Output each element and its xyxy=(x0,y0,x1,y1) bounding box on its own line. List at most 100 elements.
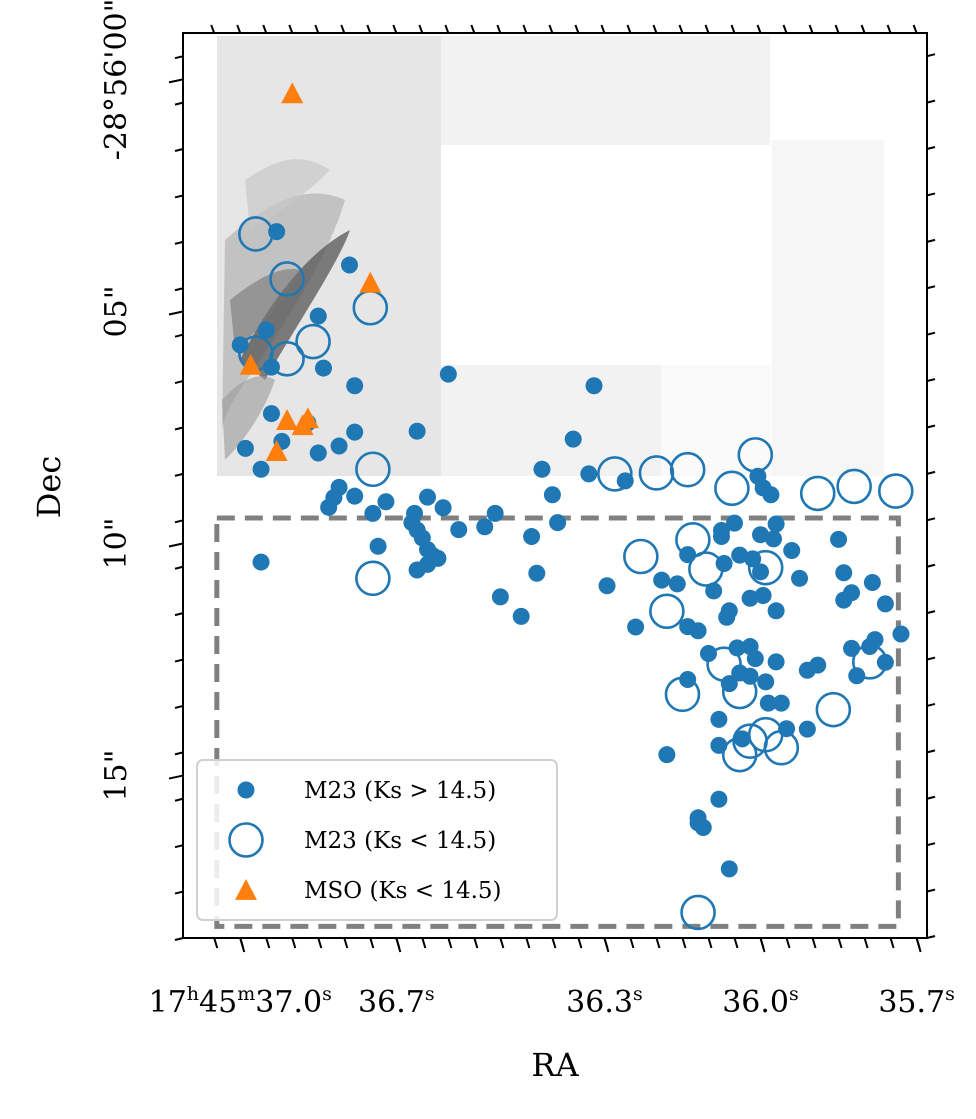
m23-faint-point xyxy=(767,653,785,671)
x-minor-tick xyxy=(707,937,713,949)
x-major-tick xyxy=(915,937,922,953)
x-minor-tick-top xyxy=(834,24,840,34)
m23-bright-point xyxy=(815,691,852,728)
m23-faint-point xyxy=(543,486,561,504)
m23-faint-point xyxy=(616,472,634,490)
m23-bright-point xyxy=(238,216,274,252)
m23-faint-point xyxy=(406,504,424,522)
y-minor-tick xyxy=(174,333,184,338)
y-minor-tick xyxy=(174,148,184,152)
m23-faint-point xyxy=(866,631,884,649)
legend-label: M23 (Ks > 14.5) xyxy=(304,778,496,804)
m23-faint-point xyxy=(835,564,853,582)
m23-faint-point xyxy=(848,667,866,685)
m23-bright-point xyxy=(623,538,659,575)
y-major-tick xyxy=(168,78,184,84)
m23-faint-point xyxy=(746,650,764,668)
m23-faint-point xyxy=(627,618,645,636)
x-minor-tick-top xyxy=(574,24,580,34)
m23-faint-point xyxy=(476,518,494,536)
x-major-tick xyxy=(603,937,610,953)
m23-faint-point xyxy=(309,307,327,325)
y-minor-tick-right xyxy=(926,285,936,290)
m23-faint-point xyxy=(252,460,270,478)
m23-faint-point xyxy=(705,582,723,600)
x-major-tick xyxy=(239,937,246,953)
x-axis-label: RA xyxy=(531,1046,579,1084)
m23-bright-point xyxy=(669,451,706,488)
m23-faint-point xyxy=(413,529,431,547)
x-minor-tick-top xyxy=(782,24,788,34)
y-minor-tick xyxy=(174,658,184,663)
y-minor-tick xyxy=(174,194,184,199)
legend-label: M23 (Ks < 14.5) xyxy=(304,828,496,854)
m23-bright-point xyxy=(680,894,716,931)
y-major-tick xyxy=(168,774,184,780)
x-minor-tick-top xyxy=(522,24,528,34)
x-minor-tick xyxy=(551,937,557,949)
x-minor-tick-top xyxy=(808,24,814,34)
x-minor-tick-top xyxy=(418,24,424,34)
x-minor-tick-top xyxy=(340,24,346,34)
x-minor-tick xyxy=(473,937,479,949)
m23-faint-point xyxy=(346,377,364,395)
mso-point xyxy=(239,353,262,375)
m23-faint-point xyxy=(236,439,254,457)
m23-faint-point xyxy=(699,645,717,663)
x-minor-tick-top xyxy=(626,24,632,34)
m23-bright-point xyxy=(649,593,685,630)
y-minor-tick-right xyxy=(926,470,936,475)
m23-faint-point xyxy=(486,504,504,522)
m23-bright-point xyxy=(675,521,711,558)
y-minor-tick-right xyxy=(926,749,936,754)
y-minor-tick xyxy=(174,101,184,106)
m23-bright-point xyxy=(714,470,750,507)
x-minor-tick xyxy=(863,937,869,949)
m23-bright-point xyxy=(706,646,742,682)
x-minor-tick xyxy=(525,937,531,949)
legend-marker xyxy=(237,781,255,799)
y-minor-tick xyxy=(174,704,184,709)
x-minor-tick xyxy=(577,937,583,949)
m23-faint-point xyxy=(772,694,790,712)
m23-bright-point xyxy=(664,676,701,713)
m23-faint-point xyxy=(843,584,861,602)
y-minor-tick-right xyxy=(926,563,936,568)
x-tick-label: 36.0s xyxy=(722,983,799,1020)
y-minor-tick-right xyxy=(926,424,936,429)
x-minor-tick-top xyxy=(860,24,866,34)
mso-point xyxy=(276,409,299,430)
m23-faint-point xyxy=(892,625,910,643)
m23-bright-point xyxy=(269,340,305,377)
m23-faint-point xyxy=(330,437,348,455)
m23-faint-point xyxy=(523,528,541,546)
x-minor-tick xyxy=(629,937,635,949)
m23-faint-point xyxy=(767,602,785,620)
x-minor-tick-top xyxy=(314,24,320,34)
m23-faint-point xyxy=(549,514,567,532)
m23-faint-point xyxy=(434,499,452,517)
x-minor-tick-top xyxy=(756,24,762,34)
legend-box xyxy=(196,759,558,921)
m23-faint-point xyxy=(429,549,447,567)
y-axis-label: Dec xyxy=(30,456,68,519)
mso-point xyxy=(359,271,382,293)
mso-point xyxy=(281,82,304,104)
x-minor-tick xyxy=(369,937,375,949)
m23-faint-point xyxy=(791,569,809,587)
x-minor-tick-top xyxy=(236,24,242,34)
m23-faint-point xyxy=(330,478,348,496)
m23-bright-point xyxy=(355,451,391,488)
y-minor-tick-right xyxy=(926,331,936,336)
x-minor-tick-top xyxy=(652,24,658,34)
y-minor-tick xyxy=(174,287,184,292)
m23-faint-point xyxy=(262,405,280,423)
m23-faint-point xyxy=(491,588,509,606)
m23-faint-point xyxy=(720,860,738,878)
y-major-tick xyxy=(168,310,184,316)
y-minor-tick-right xyxy=(926,238,936,243)
x-minor-tick-top xyxy=(600,24,606,34)
x-minor-tick xyxy=(421,937,427,949)
y-minor-tick-right xyxy=(926,935,936,939)
